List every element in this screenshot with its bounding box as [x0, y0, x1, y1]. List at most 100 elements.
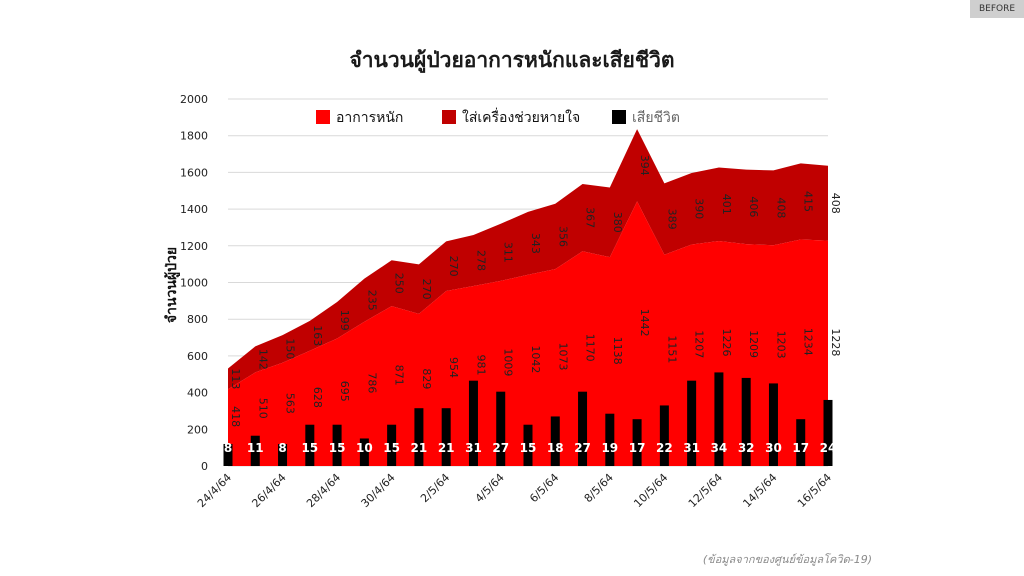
- ventilator-label: 270: [420, 279, 433, 300]
- ventilator-label: 408: [774, 197, 787, 218]
- death-bar: [768, 383, 778, 466]
- x-tick-label: 14/5/64: [740, 471, 779, 510]
- legend-label: อาการหนัก: [336, 110, 403, 126]
- death-bar: [223, 443, 233, 466]
- ventilator-label: 394: [638, 155, 651, 176]
- ventilator-label: 380: [611, 212, 624, 233]
- death-bar: [523, 424, 533, 466]
- death-label: 18: [547, 441, 564, 455]
- ventilator-label: 408: [829, 193, 842, 214]
- y-axis-ticks: 0 200 400 600 800 1000 1200 1400 1600 1800 2000: [180, 93, 208, 473]
- serious-label: 1203: [774, 331, 787, 359]
- ventilator-label: 356: [556, 226, 569, 247]
- y-tick-label: 1000: [180, 277, 208, 290]
- x-tick-label: 12/5/64: [686, 471, 725, 510]
- y-tick-label: 600: [187, 350, 208, 363]
- serious-label: 1170: [584, 334, 597, 362]
- serious-label: 1228: [829, 328, 842, 356]
- death-bar: [496, 391, 506, 466]
- serious-label: 954: [447, 357, 460, 378]
- death-label: 19: [601, 441, 618, 455]
- legend-swatch: [316, 110, 330, 124]
- ventilator-label: 406: [747, 196, 760, 217]
- ventilator-label: 270: [447, 256, 460, 277]
- serious-label: 1151: [665, 335, 678, 363]
- serious-label: 563: [284, 393, 297, 414]
- x-tick-label: 4/5/64: [473, 471, 507, 505]
- death-bar: [387, 424, 397, 466]
- y-tick-label: 200: [187, 423, 208, 436]
- serious-label: 981: [474, 354, 487, 375]
- serious-label: 1234: [802, 328, 815, 356]
- serious-label: 1042: [529, 345, 542, 373]
- y-tick-label: 1800: [180, 130, 208, 143]
- serious-label: 1209: [747, 330, 760, 358]
- ventilator-label: 390: [693, 198, 706, 219]
- ventilator-label: 367: [584, 207, 597, 228]
- chart-title: จำนวนผู้ป่วยอาการหนักและเสียชีวิต: [349, 48, 675, 72]
- serious-label: 786: [365, 372, 378, 393]
- death-bar: [278, 443, 288, 466]
- area-series: [228, 129, 828, 466]
- legend-label: เสียชีวิต: [632, 110, 680, 126]
- death-label: 34: [711, 441, 728, 455]
- death-bar: [332, 424, 342, 466]
- y-axis-label: จำนวนผู้ป่วย: [164, 247, 180, 323]
- legend-label: ใส่เครื่องช่วยหายใจ: [462, 108, 580, 126]
- death-bar: [714, 372, 724, 466]
- death-bar: [578, 391, 588, 466]
- death-bar: [605, 413, 615, 466]
- ventilator-label: 163: [311, 325, 324, 346]
- death-label: 10: [356, 441, 373, 455]
- death-label: 11: [247, 441, 264, 455]
- ventilator-label: 389: [665, 209, 678, 230]
- ventilator-label: 142: [256, 349, 269, 370]
- death-label: 17: [629, 441, 646, 455]
- serious-label: 1442: [638, 309, 651, 337]
- serious-label: 1009: [502, 348, 515, 376]
- y-tick-label: 0: [201, 460, 208, 473]
- x-tick-label: 10/5/64: [631, 471, 670, 510]
- death-label: 15: [520, 441, 537, 455]
- before-badge: BEFORE: [970, 0, 1024, 18]
- x-tick-label: 24/4/64: [195, 471, 234, 510]
- death-bar: [414, 408, 424, 466]
- x-axis-ticks: 24/4/64 26/4/64 28/4/64 30/4/64 2/5/64 4/5/64…: [195, 471, 834, 510]
- ventilator-label: 311: [502, 242, 515, 263]
- x-tick-label: 26/4/64: [249, 471, 288, 510]
- ventilator-label: 250: [393, 273, 406, 294]
- serious-label: 695: [338, 381, 351, 402]
- serious-label: 1207: [693, 330, 706, 358]
- ventilator-label: 343: [529, 233, 542, 254]
- serious-label: 1226: [720, 329, 733, 357]
- death-label: 30: [765, 441, 782, 455]
- legend-swatch: [442, 110, 456, 124]
- legend-swatch: [612, 110, 626, 124]
- death-bar: [468, 380, 478, 466]
- x-tick-label: 2/5/64: [418, 471, 452, 505]
- ventilator-label: 113: [229, 368, 242, 389]
- death-label: 31: [465, 441, 482, 455]
- death-label: 15: [329, 441, 346, 455]
- area-serious: [228, 201, 828, 466]
- y-tick-label: 2000: [180, 93, 208, 106]
- serious-label: 628: [311, 387, 324, 408]
- death-bars: [223, 372, 833, 466]
- death-bar: [796, 419, 806, 466]
- serious-label: 871: [393, 365, 406, 386]
- data-labels: 4181138510142115631508628163156951991578…: [224, 155, 842, 455]
- legend: อาการหนัก ใส่เครื่องช่วยหายใจ เสียชีวิต: [316, 108, 680, 126]
- death-label: 21: [438, 441, 455, 455]
- death-label: 8: [278, 441, 286, 455]
- ventilator-label: 278: [474, 250, 487, 271]
- serious-label: 829: [420, 368, 433, 389]
- death-label: 24: [820, 441, 837, 455]
- ventilator-label: 401: [720, 194, 733, 215]
- death-bar: [550, 416, 560, 466]
- x-tick-label: 16/5/64: [795, 471, 834, 510]
- death-label: 31: [683, 441, 700, 455]
- death-bar: [250, 435, 260, 466]
- death-label: 21: [411, 441, 428, 455]
- x-tick-label: 30/4/64: [359, 471, 398, 510]
